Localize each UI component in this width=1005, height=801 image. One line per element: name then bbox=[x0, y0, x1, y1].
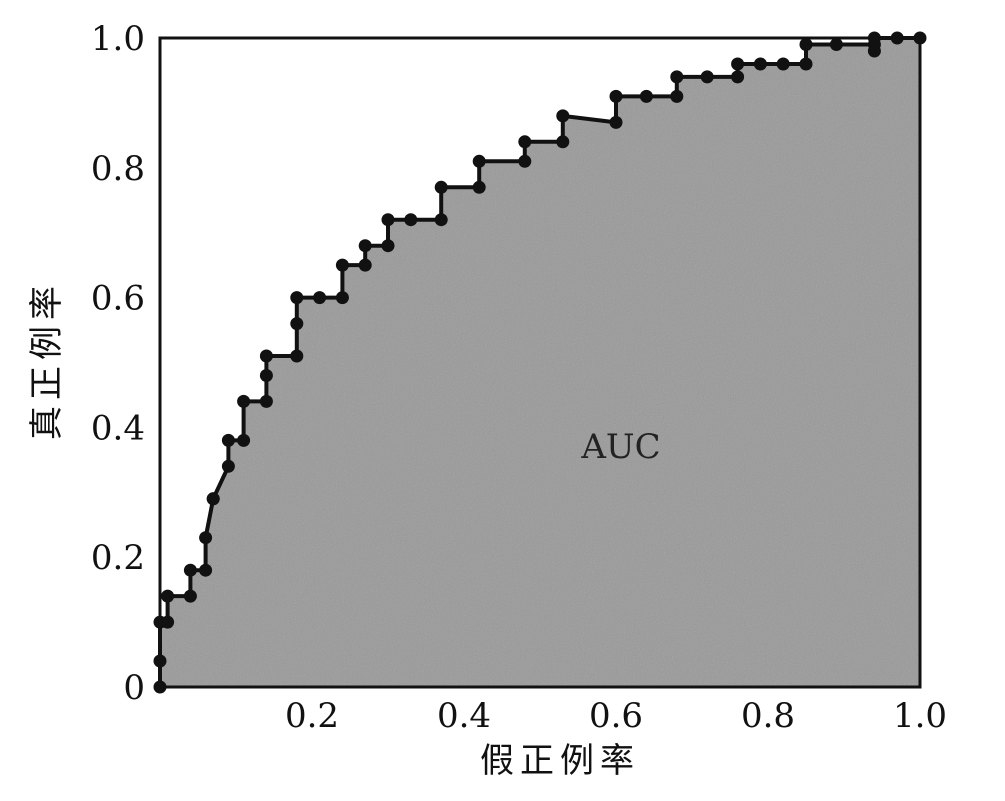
roc-point bbox=[867, 31, 881, 45]
roc-point bbox=[237, 394, 251, 408]
y-tick-label: 0.2 bbox=[91, 538, 145, 578]
roc-point bbox=[890, 31, 904, 45]
roc-point bbox=[799, 57, 813, 71]
roc-point bbox=[199, 531, 213, 545]
roc-point bbox=[259, 394, 273, 408]
roc-point bbox=[161, 615, 175, 629]
roc-point bbox=[776, 57, 790, 71]
roc-point bbox=[799, 38, 813, 51]
y-tick-label: 0 bbox=[123, 668, 145, 708]
roc-point bbox=[259, 349, 273, 363]
roc-point bbox=[700, 70, 714, 84]
roc-point bbox=[609, 115, 623, 129]
y-axis-ticks: 0 0.2 0.4 0.6 0.8 1.0 bbox=[91, 19, 145, 708]
roc-point bbox=[609, 89, 623, 103]
x-axis-ticks: 0.2 0.4 0.6 0.8 1.0 bbox=[285, 696, 947, 736]
roc-point bbox=[161, 589, 175, 603]
roc-point bbox=[518, 135, 532, 149]
roc-point bbox=[518, 154, 532, 168]
roc-point bbox=[290, 349, 304, 363]
y-tick-label: 0.4 bbox=[91, 408, 145, 448]
roc-point bbox=[335, 258, 349, 272]
roc-point bbox=[381, 239, 395, 253]
x-tick-label: 0.8 bbox=[741, 696, 795, 736]
roc-point bbox=[731, 70, 745, 84]
y-tick-label: 0.8 bbox=[91, 149, 145, 189]
roc-point bbox=[434, 180, 448, 194]
y-tick-label: 0.6 bbox=[91, 279, 145, 319]
plot-frame bbox=[158, 36, 922, 689]
roc-point bbox=[913, 31, 927, 45]
roc-point bbox=[472, 180, 486, 194]
roc-point bbox=[237, 433, 251, 447]
roc-point bbox=[259, 369, 273, 382]
roc-point bbox=[381, 213, 395, 227]
roc-point bbox=[335, 291, 349, 305]
roc-point bbox=[404, 213, 418, 227]
roc-point bbox=[434, 213, 448, 227]
x-tick-label: 1.0 bbox=[893, 696, 947, 736]
roc-point bbox=[183, 563, 197, 577]
y-axis-title: 真正例率 bbox=[27, 280, 67, 440]
y-tick-label: 1.0 bbox=[91, 19, 145, 59]
x-axis-title: 假正例率 bbox=[480, 741, 640, 781]
roc-point bbox=[670, 70, 684, 84]
roc-point bbox=[153, 680, 167, 694]
roc-point bbox=[183, 589, 197, 603]
roc-point bbox=[290, 291, 304, 305]
auc-annotation: AUC bbox=[580, 427, 660, 467]
roc-point bbox=[221, 459, 235, 473]
roc-point bbox=[358, 239, 372, 253]
roc-point bbox=[731, 57, 745, 71]
roc-point bbox=[290, 317, 304, 331]
roc-point bbox=[753, 57, 767, 71]
roc-point bbox=[556, 109, 570, 123]
plot-area bbox=[153, 31, 927, 694]
roc-point bbox=[199, 563, 213, 577]
roc-point bbox=[670, 89, 684, 103]
roc-point bbox=[221, 433, 235, 447]
x-tick-label: 0.6 bbox=[589, 696, 643, 736]
roc-point bbox=[472, 154, 486, 168]
roc-point bbox=[153, 654, 167, 668]
roc-point bbox=[639, 89, 653, 103]
auc-area bbox=[160, 38, 920, 687]
x-tick-label: 0.4 bbox=[437, 696, 491, 736]
roc-point bbox=[358, 258, 372, 272]
roc-point bbox=[313, 291, 327, 305]
roc-point bbox=[206, 492, 220, 506]
x-tick-label: 0.2 bbox=[285, 696, 339, 736]
roc-point bbox=[556, 135, 570, 149]
roc-point bbox=[867, 44, 881, 58]
roc-point bbox=[829, 38, 843, 51]
